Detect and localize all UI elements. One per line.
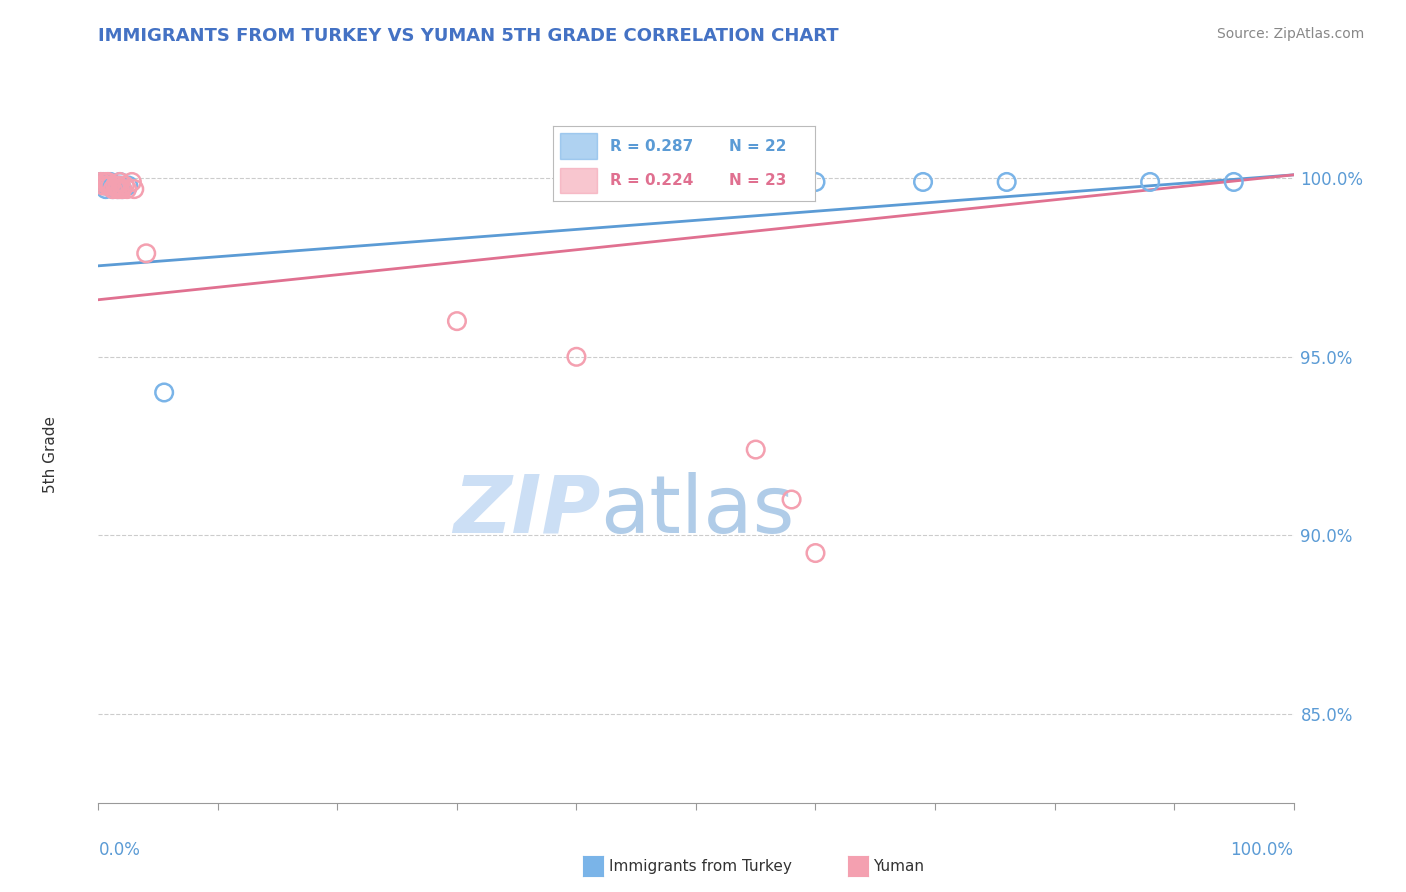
Point (135, 246, 157, 260)
Point (98, 178, 122, 193)
Point (108, 175, 131, 189)
Point (1222, 175, 1246, 189)
Point (804, 175, 827, 189)
Point (565, 350, 588, 364)
Text: atlas: atlas (600, 472, 794, 549)
Text: N = 22: N = 22 (728, 138, 786, 153)
Point (107, 182, 129, 196)
Point (97, 178, 120, 193)
Point (117, 178, 139, 193)
Point (804, 546, 827, 560)
Point (98, 175, 122, 189)
Text: Immigrants from Turkey: Immigrants from Turkey (609, 859, 792, 873)
Point (108, 182, 131, 196)
Text: 0.0%: 0.0% (98, 841, 141, 859)
Point (101, 182, 124, 196)
Point (446, 314, 468, 328)
Point (911, 175, 934, 189)
Point (104, 178, 127, 193)
Point (94, 178, 117, 193)
Point (101, 178, 124, 193)
Text: IMMIGRANTS FROM TURKEY VS YUMAN 5TH GRADE CORRELATION CHART: IMMIGRANTS FROM TURKEY VS YUMAN 5TH GRAD… (98, 27, 839, 45)
Point (108, 175, 131, 189)
Point (108, 178, 131, 193)
Point (107, 182, 129, 196)
Point (745, 442, 768, 457)
Point (97, 175, 120, 189)
Point (107, 178, 129, 193)
Text: ZIP: ZIP (453, 472, 600, 549)
Point (91, 175, 114, 189)
Point (97, 175, 120, 189)
Text: 100.0%: 100.0% (1230, 841, 1294, 859)
Point (780, 492, 803, 507)
Point (90, 175, 112, 189)
Text: Source: ZipAtlas.com: Source: ZipAtlas.com (1216, 27, 1364, 41)
Point (995, 175, 1018, 189)
Point (94, 182, 117, 196)
Point (94, 175, 117, 189)
Point (1139, 175, 1161, 189)
Text: N = 23: N = 23 (728, 173, 786, 188)
Point (111, 182, 134, 196)
Text: R = 0.224: R = 0.224 (610, 173, 693, 188)
Point (98, 178, 122, 193)
Point (111, 182, 134, 196)
Point (124, 182, 146, 196)
Point (97, 178, 120, 193)
FancyBboxPatch shape (561, 168, 598, 194)
Point (104, 178, 127, 193)
Text: 5th Grade: 5th Grade (44, 417, 58, 493)
Point (101, 182, 124, 196)
Point (115, 182, 138, 196)
FancyBboxPatch shape (561, 133, 598, 159)
Point (91, 178, 114, 193)
Text: Yuman: Yuman (873, 859, 924, 873)
Point (153, 385, 176, 400)
Point (121, 175, 143, 189)
Text: R = 0.287: R = 0.287 (610, 138, 693, 153)
Point (90, 175, 112, 189)
Point (114, 178, 136, 193)
